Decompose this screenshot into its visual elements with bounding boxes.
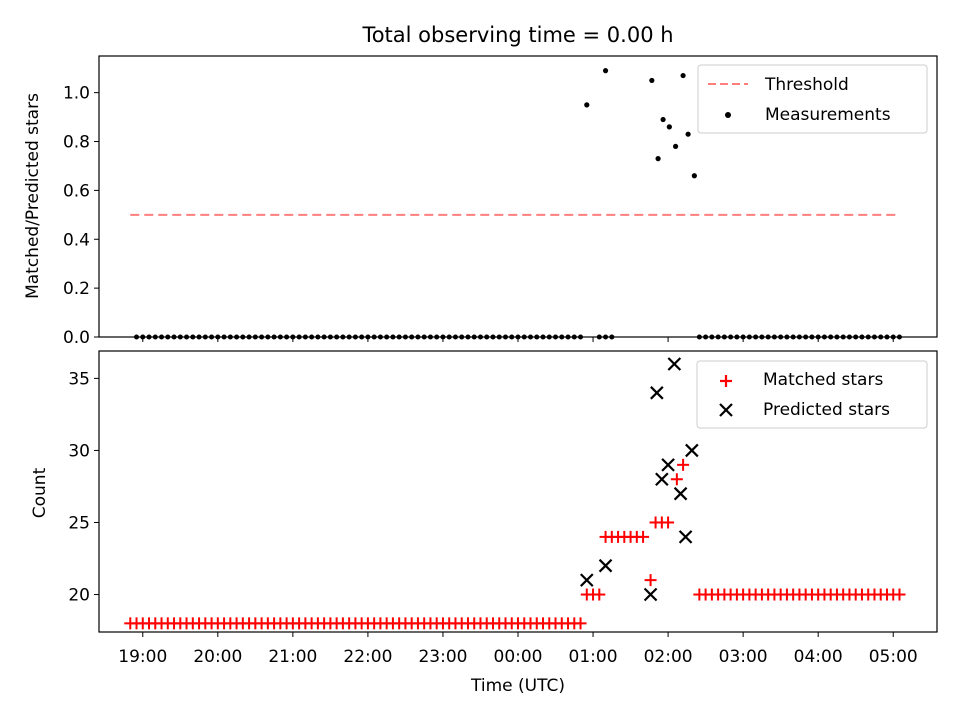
bottom-y-tick-label: 20	[68, 586, 90, 606]
matched-star-marker	[593, 588, 606, 601]
predicted-star-marker	[643, 587, 658, 602]
top-y-tick-label: 0.0	[63, 328, 90, 348]
predicted-star-marker	[598, 558, 613, 573]
x-tick-label: 03:00	[719, 647, 768, 667]
measurement-point	[649, 77, 655, 84]
x-tick-label: 01:00	[569, 647, 618, 667]
top-y-ticks: 0.0 0.2 0.4 0.6 0.8 1.0	[63, 84, 99, 348]
matched-star-marker	[644, 574, 657, 587]
x-tick-label: 20:00	[193, 647, 242, 667]
marker-stroke	[643, 587, 658, 602]
top-y-axis-label: Matched/Predicted stars	[23, 93, 43, 299]
top-y-tick-label: 0.8	[63, 133, 90, 153]
x-tick-label: 23:00	[418, 647, 467, 667]
marker-stroke	[661, 458, 675, 472]
bottom-x-ticks: 19:00 20:00 21:00 22:00 23:00 00:00 01:00 02:00…	[118, 632, 918, 667]
legend-threshold-label: Threshold	[764, 75, 849, 95]
bottom-plot-area	[124, 357, 906, 630]
legend-matched-swatch	[720, 375, 732, 387]
bottom-legend: Matched stars Predicted stars	[696, 360, 928, 429]
predicted-star-marker	[661, 458, 675, 472]
bottom-panel: Count Time (UTC) 20 25 30 35 19:00 20:00 21:0…	[30, 350, 938, 696]
measurement-point	[655, 156, 661, 162]
legend-measurements-swatch	[725, 112, 731, 118]
legend-matched-label: Matched stars	[763, 370, 883, 390]
legend-predicted-label: Predicted stars	[763, 400, 890, 420]
x-tick-label: 21:00	[268, 647, 317, 667]
top-panel: Total observing time = 0.00 h Matched/Pr…	[23, 23, 938, 348]
top-legend-box	[697, 64, 928, 134]
top-y-tick-label: 1.0	[63, 84, 90, 104]
matched-star-marker	[670, 473, 683, 486]
x-tick-label: 05:00	[869, 647, 918, 667]
bottom-legend-box	[696, 360, 928, 429]
bottom-y-tick-label: 35	[68, 369, 90, 389]
marker-stroke	[667, 357, 682, 371]
matched-star-marker	[662, 516, 675, 529]
predicted-star-marker	[650, 386, 664, 400]
x-tick-label: 02:00	[644, 647, 693, 667]
predicted-star-marker	[678, 530, 693, 544]
matched-star-marker	[893, 588, 906, 601]
matched-star-marker	[574, 617, 587, 630]
marker-stroke	[678, 530, 693, 544]
measurement-point	[660, 116, 666, 123]
measurement-point	[691, 173, 697, 179]
legend-measurements-label: Measurements	[765, 105, 891, 125]
measurement-point	[685, 131, 691, 137]
marker-stroke	[650, 386, 664, 400]
top-legend: Threshold Measurements	[697, 64, 928, 134]
marker-stroke	[580, 573, 594, 587]
top-y-tick-label: 0.6	[63, 181, 90, 201]
chart-title: Total observing time = 0.00 h	[361, 23, 673, 47]
legend-predicted-swatch	[719, 403, 733, 417]
measurement-point	[672, 143, 679, 150]
predicted-star-marker	[673, 486, 688, 501]
x-tick-label: 04:00	[794, 647, 843, 667]
measurement-point	[602, 68, 609, 74]
marker-stroke	[655, 472, 669, 487]
top-axes-frame	[98, 55, 938, 338]
measurement-point	[584, 102, 590, 108]
predicted-star-marker	[655, 472, 669, 487]
bottom-axes-frame	[98, 350, 938, 633]
top-y-tick-label: 0.2	[63, 279, 90, 299]
x-tick-label: 22:00	[343, 647, 392, 667]
bottom-y-axis-label: Count	[30, 467, 50, 518]
marker-stroke	[598, 558, 613, 573]
bottom-y-tick-label: 30	[68, 441, 90, 461]
measurement-point	[680, 72, 686, 79]
bottom-y-tick-label: 25	[68, 513, 90, 533]
x-axis-label: Time (UTC)	[470, 676, 565, 696]
bottom-y-ticks: 20 25 30 35	[68, 369, 99, 606]
marker-stroke	[685, 443, 699, 458]
matched-star-marker	[637, 530, 650, 543]
predicted-star-marker	[685, 443, 699, 458]
predicted-star-marker	[580, 573, 594, 587]
top-y-tick-label: 0.4	[63, 230, 90, 250]
predicted-star-marker	[667, 357, 682, 371]
x-tick-label: 00:00	[494, 647, 543, 667]
measurement-point	[666, 124, 672, 130]
x-tick-label: 19:00	[118, 647, 167, 667]
matched-star-marker	[677, 458, 690, 471]
marker-stroke	[673, 486, 688, 501]
